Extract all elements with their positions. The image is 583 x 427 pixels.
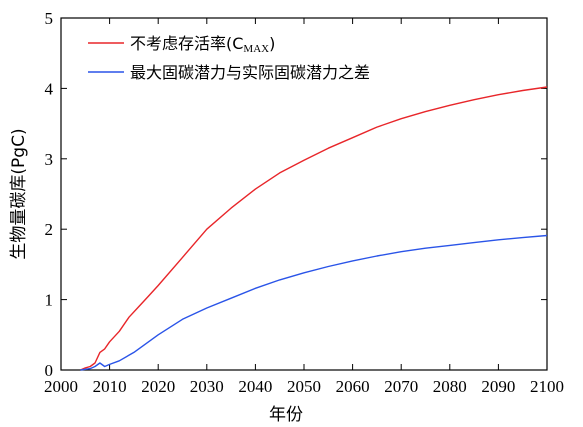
legend-label-red: 不考虑存活率(CMAX) <box>130 34 275 55</box>
y-tick-label: 2 <box>45 220 54 239</box>
y-tick-label: 3 <box>45 150 54 169</box>
series-line-1 <box>80 234 548 371</box>
x-axis-title: 年份 <box>269 405 303 425</box>
y-axis-title: 生物量碳库(PgC) <box>9 128 29 259</box>
x-tick-label: 2090 <box>481 377 515 396</box>
x-tick-label: 2060 <box>336 377 370 396</box>
x-tick-label: 2020 <box>141 377 175 396</box>
y-tick-label: 1 <box>45 291 54 310</box>
legend: 不考虑存活率(CMAX) 最大固碳潜力与实际固碳潜力之差 <box>88 34 370 82</box>
x-tick-label: 2040 <box>238 377 272 396</box>
x-tick-label: 2000 <box>44 377 78 396</box>
series-line-0 <box>80 86 548 371</box>
legend-label-red-subscript: MAX <box>243 43 269 55</box>
legend-label-blue: 最大固碳潜力与实际固碳潜力之差 <box>130 63 370 82</box>
series-layer <box>80 86 548 371</box>
y-tick-label: 4 <box>45 79 54 98</box>
x-tick-label: 2010 <box>93 377 127 396</box>
legend-label-red-main: 不考虑存活率(C <box>130 34 243 53</box>
legend-label-red-suffix: ) <box>269 34 275 53</box>
x-tick-label: 2030 <box>190 377 224 396</box>
x-tick-label: 2080 <box>433 377 467 396</box>
x-axis: 2000 2010 2020 2030 2040 2050 2060 2070 2080 2090… <box>44 18 564 396</box>
x-tick-label: 2100 <box>530 377 564 396</box>
y-tick-label: 5 <box>45 9 54 28</box>
y-tick-label: 0 <box>45 361 54 380</box>
x-tick-label: 2050 <box>287 377 321 396</box>
x-tick-label: 2070 <box>384 377 418 396</box>
y-axis: 0 1 2 3 4 5 <box>45 9 547 380</box>
